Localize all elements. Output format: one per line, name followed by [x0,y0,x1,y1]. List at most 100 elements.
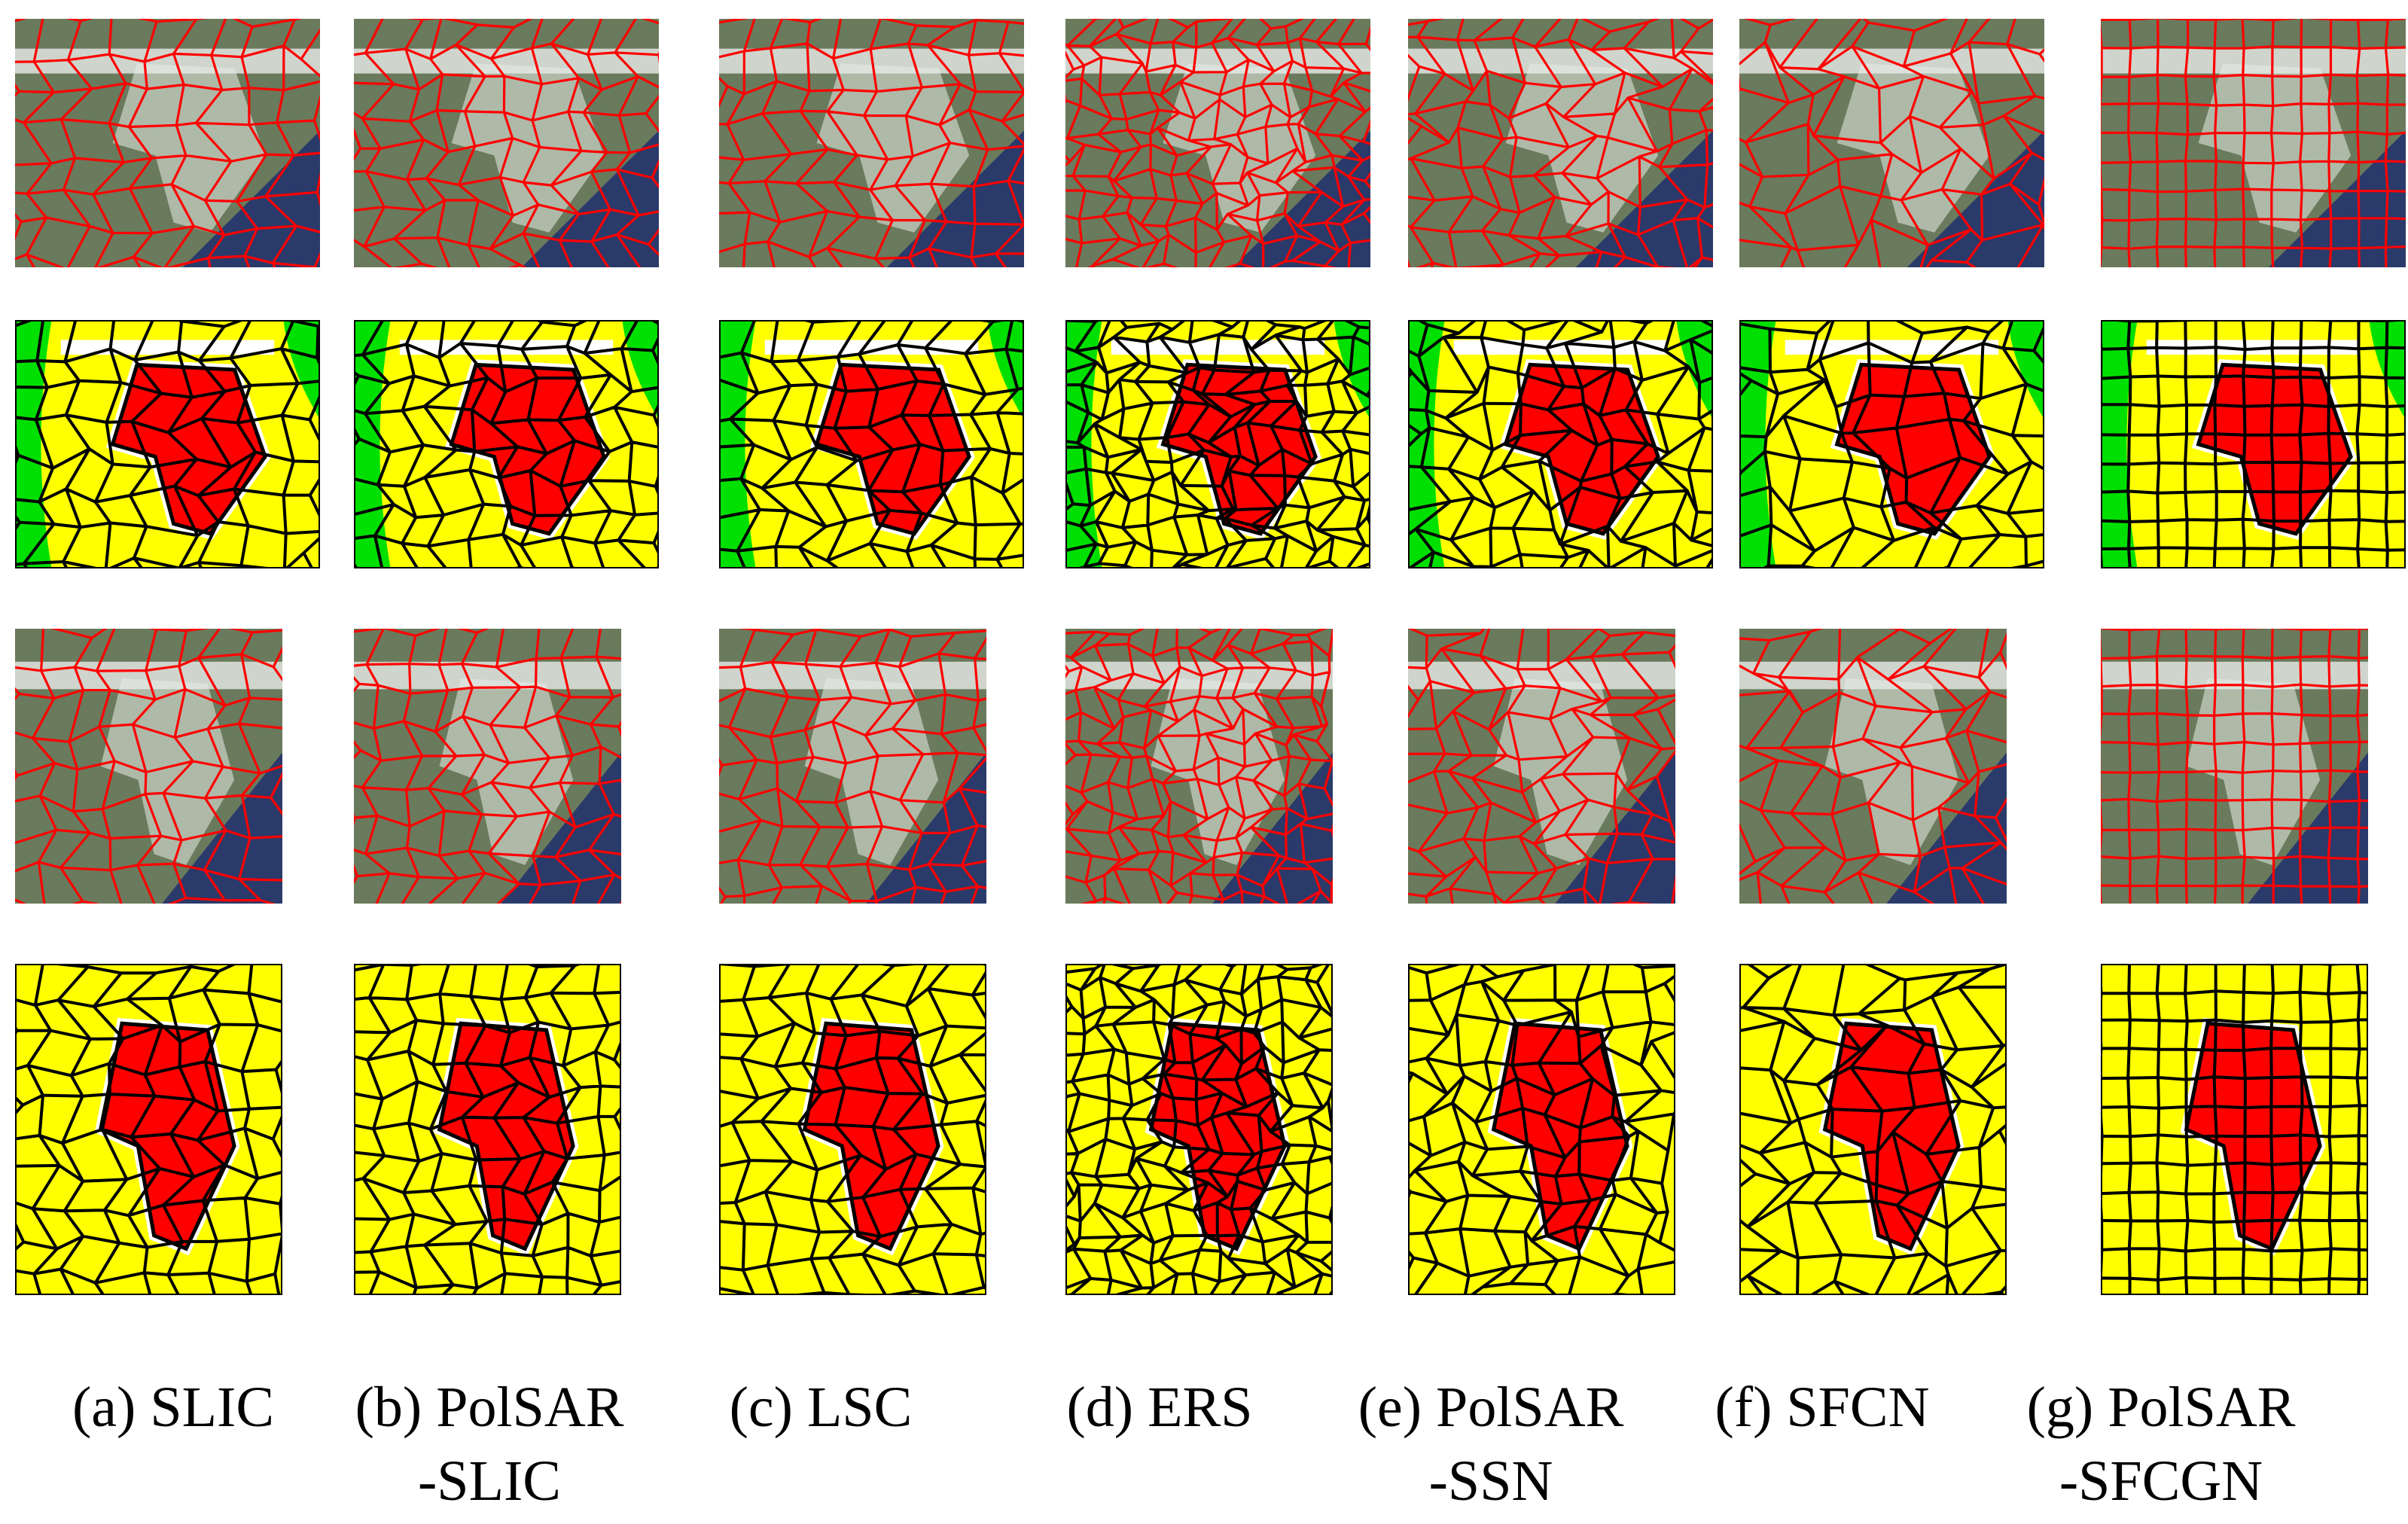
panel-d-row3 [1065,629,1333,904]
caption-b-line2: -SLIC [418,1449,561,1513]
target-outline [449,362,606,536]
panel-svg [1739,964,2007,1295]
panel-svg [1739,629,2007,904]
panel-svg [15,629,282,904]
panel-c-row4 [719,964,986,1295]
panel-svg [1065,320,1370,568]
superpixel-boundaries [1739,320,2044,568]
panel-svg [1065,629,1333,904]
panel-svg [2101,320,2406,568]
panel-svg [354,629,621,904]
sar-water-region [521,130,659,267]
vegetation-class-right [1334,320,1370,419]
panel-d-row2 [1065,320,1370,568]
panel-d-row1 [1065,19,1370,267]
sar-water-region [886,130,1024,267]
panel-svg [15,320,320,568]
panel-frame [354,964,621,1295]
superpixel-boundaries [2101,19,2406,267]
caption-d: (d) ERS [1001,1370,1318,1444]
target-class-region [100,1023,235,1249]
superpixel-boundaries [15,629,282,904]
sar-bright-target [451,63,605,233]
panel-e-row1 [1408,19,1713,267]
target-outline [1491,1021,1629,1251]
vegetation-class-right [283,320,320,419]
panel-f-row4 [1739,964,2007,1295]
panel-svg [2101,19,2406,267]
panel-svg [354,964,621,1295]
panel-g-row1 [2101,19,2406,267]
target-outline [437,1021,575,1251]
panel-svg [1065,964,1333,1295]
panel-d-row4 [1065,964,1333,1295]
target-outline [1148,1021,1287,1251]
sar-water-region [162,752,282,904]
panel-frame [1739,964,2007,1295]
superpixel-boundaries [1739,629,2007,904]
panel-frame [2101,964,2368,1295]
caption-f-line1: (f) SFCN [1715,1376,1930,1439]
panel-b-row1 [354,19,659,267]
superpixel-boundaries [1408,320,1713,568]
superpixel-boundaries [719,320,1024,568]
road-strip [1785,340,1999,355]
panel-svg [1739,19,2044,267]
sar-water-region [1555,752,1675,904]
sar-bright-target [1163,63,1316,233]
panel-svg [2101,629,2368,904]
target-outline [802,1021,940,1251]
target-outline [110,362,267,536]
panel-f-row3 [1739,629,2007,904]
panel-b-row3 [354,629,621,904]
superpixel-boundaries [719,19,1024,267]
panel-svg [2101,964,2368,1295]
superpixel-boundaries [719,964,986,1295]
superpixel-boundaries [1065,19,1370,267]
target-class-region [804,1023,939,1249]
panel-frame [1408,320,1713,568]
panel-f-row2 [1739,320,2044,568]
superpixel-boundaries [1408,629,1675,904]
panel-frame [719,964,986,1295]
caption-b-line1: (b) PolSAR [355,1376,624,1439]
superpixel-boundaries [354,19,659,267]
caption-a: (a) SLIC [15,1370,331,1444]
panel-frame [1408,964,1675,1295]
sar-bright-target [1493,678,1628,865]
sar-water-region [1575,130,1713,267]
superpixel-boundaries [15,19,320,267]
panel-e-row3 [1408,629,1675,904]
vegetation-class-right [1676,320,1713,419]
superpixel-boundaries [1739,19,2044,267]
caption-g-line1: (g) PolSAR [2026,1376,2296,1439]
target-outline [2196,362,2353,536]
panel-a-row4 [15,964,282,1295]
panel-svg [1408,320,1713,568]
panel-svg [1739,320,2044,568]
panel-svg [354,320,659,568]
panel-svg [1408,19,1713,267]
target-outline [814,362,971,536]
target-outline [1160,362,1318,536]
sar-water-region [1212,752,1333,904]
target-class-region [1505,364,1659,534]
panel-svg [15,964,282,1295]
road-strip [764,340,979,355]
superpixel-boundaries [15,320,320,568]
panel-b-row4 [354,964,621,1295]
panel-frame [1065,320,1370,568]
sar-water-region [1233,130,1370,267]
panel-frame [1739,320,2044,568]
panel-frame [719,320,1024,568]
panel-frame [354,320,659,568]
target-class-region [1836,364,1990,534]
panel-e-row2 [1408,320,1713,568]
sar-bright-target [439,678,574,865]
superpixel-boundaries [1065,320,1370,568]
panel-svg [354,19,659,267]
superpixel-boundaries [1408,19,1713,267]
road-strip [2146,340,2361,355]
superpixel-boundaries [1408,964,1675,1295]
target-outline [1822,1021,1961,1251]
